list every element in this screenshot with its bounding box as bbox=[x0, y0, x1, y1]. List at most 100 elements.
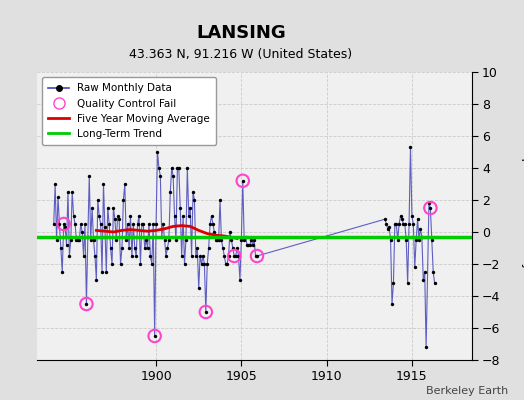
Point bbox=[116, 261, 125, 267]
Point bbox=[243, 242, 251, 248]
Point bbox=[384, 226, 392, 232]
Point bbox=[156, 173, 165, 179]
Point bbox=[80, 253, 88, 259]
Point bbox=[220, 253, 228, 259]
Point bbox=[214, 237, 223, 243]
Point bbox=[248, 242, 257, 248]
Point bbox=[389, 280, 398, 286]
Point bbox=[409, 221, 418, 227]
Point bbox=[130, 245, 139, 251]
Point bbox=[402, 237, 410, 243]
Point bbox=[148, 261, 156, 267]
Point bbox=[166, 189, 174, 195]
Point bbox=[104, 205, 112, 211]
Point bbox=[68, 189, 77, 195]
Point bbox=[67, 237, 75, 243]
Point bbox=[242, 234, 250, 240]
Point bbox=[122, 237, 130, 243]
Point bbox=[129, 221, 137, 227]
Point bbox=[238, 178, 247, 184]
Point bbox=[238, 178, 247, 184]
Text: 43.363 N, 91.216 W (United States): 43.363 N, 91.216 W (United States) bbox=[129, 48, 353, 61]
Point bbox=[253, 253, 261, 259]
Point bbox=[202, 309, 210, 315]
Point bbox=[144, 245, 152, 251]
Point bbox=[203, 261, 211, 267]
Point bbox=[60, 221, 68, 227]
Point bbox=[392, 221, 400, 227]
Point bbox=[140, 245, 149, 251]
Point bbox=[170, 213, 179, 219]
Point bbox=[252, 253, 260, 259]
Point bbox=[418, 234, 426, 240]
Point bbox=[219, 245, 227, 251]
Text: LANSING: LANSING bbox=[196, 24, 286, 42]
Point bbox=[75, 237, 83, 243]
Point bbox=[146, 253, 155, 259]
Point bbox=[419, 277, 428, 283]
Point bbox=[172, 237, 180, 243]
Point bbox=[180, 261, 189, 267]
Point bbox=[82, 301, 91, 307]
Point bbox=[105, 221, 113, 227]
Point bbox=[212, 237, 220, 243]
Point bbox=[132, 253, 140, 259]
Point bbox=[85, 173, 93, 179]
Point bbox=[420, 269, 429, 275]
Point bbox=[204, 245, 213, 251]
Point bbox=[126, 213, 135, 219]
Point bbox=[128, 253, 136, 259]
Point bbox=[430, 280, 439, 286]
Point bbox=[77, 221, 85, 227]
Point bbox=[250, 237, 258, 243]
Point bbox=[230, 253, 238, 259]
Point bbox=[165, 237, 173, 243]
Point bbox=[208, 213, 216, 219]
Point bbox=[50, 221, 58, 227]
Point bbox=[125, 245, 133, 251]
Point bbox=[71, 221, 79, 227]
Point bbox=[54, 194, 62, 200]
Point bbox=[425, 200, 433, 206]
Point bbox=[412, 237, 420, 243]
Point bbox=[224, 253, 233, 259]
Point bbox=[236, 277, 244, 283]
Point bbox=[159, 221, 167, 227]
Point bbox=[150, 333, 159, 339]
Legend: Raw Monthly Data, Quality Control Fail, Five Year Moving Average, Long-Term Tren: Raw Monthly Data, Quality Control Fail, … bbox=[42, 77, 216, 145]
Point bbox=[415, 237, 423, 243]
Point bbox=[395, 221, 403, 227]
Point bbox=[213, 237, 221, 243]
Point bbox=[210, 229, 219, 235]
Point bbox=[200, 261, 209, 267]
Point bbox=[111, 216, 119, 222]
Point bbox=[199, 253, 207, 259]
Point bbox=[102, 269, 111, 275]
Point bbox=[61, 224, 69, 230]
Point bbox=[196, 253, 204, 259]
Point bbox=[182, 237, 190, 243]
Point bbox=[169, 173, 177, 179]
Point bbox=[101, 224, 109, 230]
Point bbox=[253, 253, 261, 259]
Point bbox=[158, 234, 166, 240]
Point bbox=[209, 221, 217, 227]
Point bbox=[406, 144, 414, 150]
Point bbox=[246, 242, 254, 248]
Point bbox=[154, 149, 162, 155]
Point bbox=[89, 237, 97, 243]
Point bbox=[178, 253, 186, 259]
Point bbox=[226, 229, 234, 235]
Point bbox=[96, 221, 105, 227]
Point bbox=[233, 245, 241, 251]
Point bbox=[227, 237, 236, 243]
Point bbox=[138, 221, 146, 227]
Point bbox=[188, 253, 196, 259]
Point bbox=[176, 205, 184, 211]
Point bbox=[398, 216, 406, 222]
Point bbox=[135, 213, 143, 219]
Point bbox=[174, 165, 183, 171]
Point bbox=[428, 237, 436, 243]
Y-axis label: Temperature Anomaly (°C): Temperature Anomaly (°C) bbox=[521, 132, 524, 300]
Point bbox=[60, 221, 68, 227]
